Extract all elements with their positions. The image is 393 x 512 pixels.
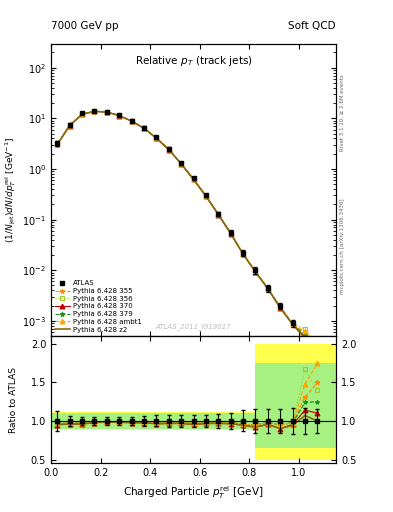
- Y-axis label: Ratio to ATLAS: Ratio to ATLAS: [9, 367, 18, 433]
- Text: 7000 GeV pp: 7000 GeV pp: [51, 20, 119, 31]
- Text: Soft QCD: Soft QCD: [288, 20, 336, 31]
- Y-axis label: $(1/N_\mathrm{jet})dN/dp_T^\mathrm{rel}\ [\mathrm{GeV}^{-1}]$: $(1/N_\mathrm{jet})dN/dp_T^\mathrm{rel}\…: [4, 137, 18, 243]
- Text: ATLAS_2011_I919017: ATLAS_2011_I919017: [156, 324, 231, 330]
- X-axis label: Charged Particle $p_T^{\rm rel}$ [GeV]: Charged Particle $p_T^{\rm rel}$ [GeV]: [123, 484, 264, 501]
- Text: mcplots.cern.ch [arXiv:1306.3436]: mcplots.cern.ch [arXiv:1306.3436]: [340, 198, 345, 293]
- Text: Rivet 3.1.10, ≥ 2.6M events: Rivet 3.1.10, ≥ 2.6M events: [340, 74, 345, 151]
- Text: Relative $p_T$ (track jets): Relative $p_T$ (track jets): [135, 54, 252, 68]
- Legend: ATLAS, Pythia 6.428 355, Pythia 6.428 356, Pythia 6.428 370, Pythia 6.428 379, P: ATLAS, Pythia 6.428 355, Pythia 6.428 35…: [53, 279, 143, 334]
